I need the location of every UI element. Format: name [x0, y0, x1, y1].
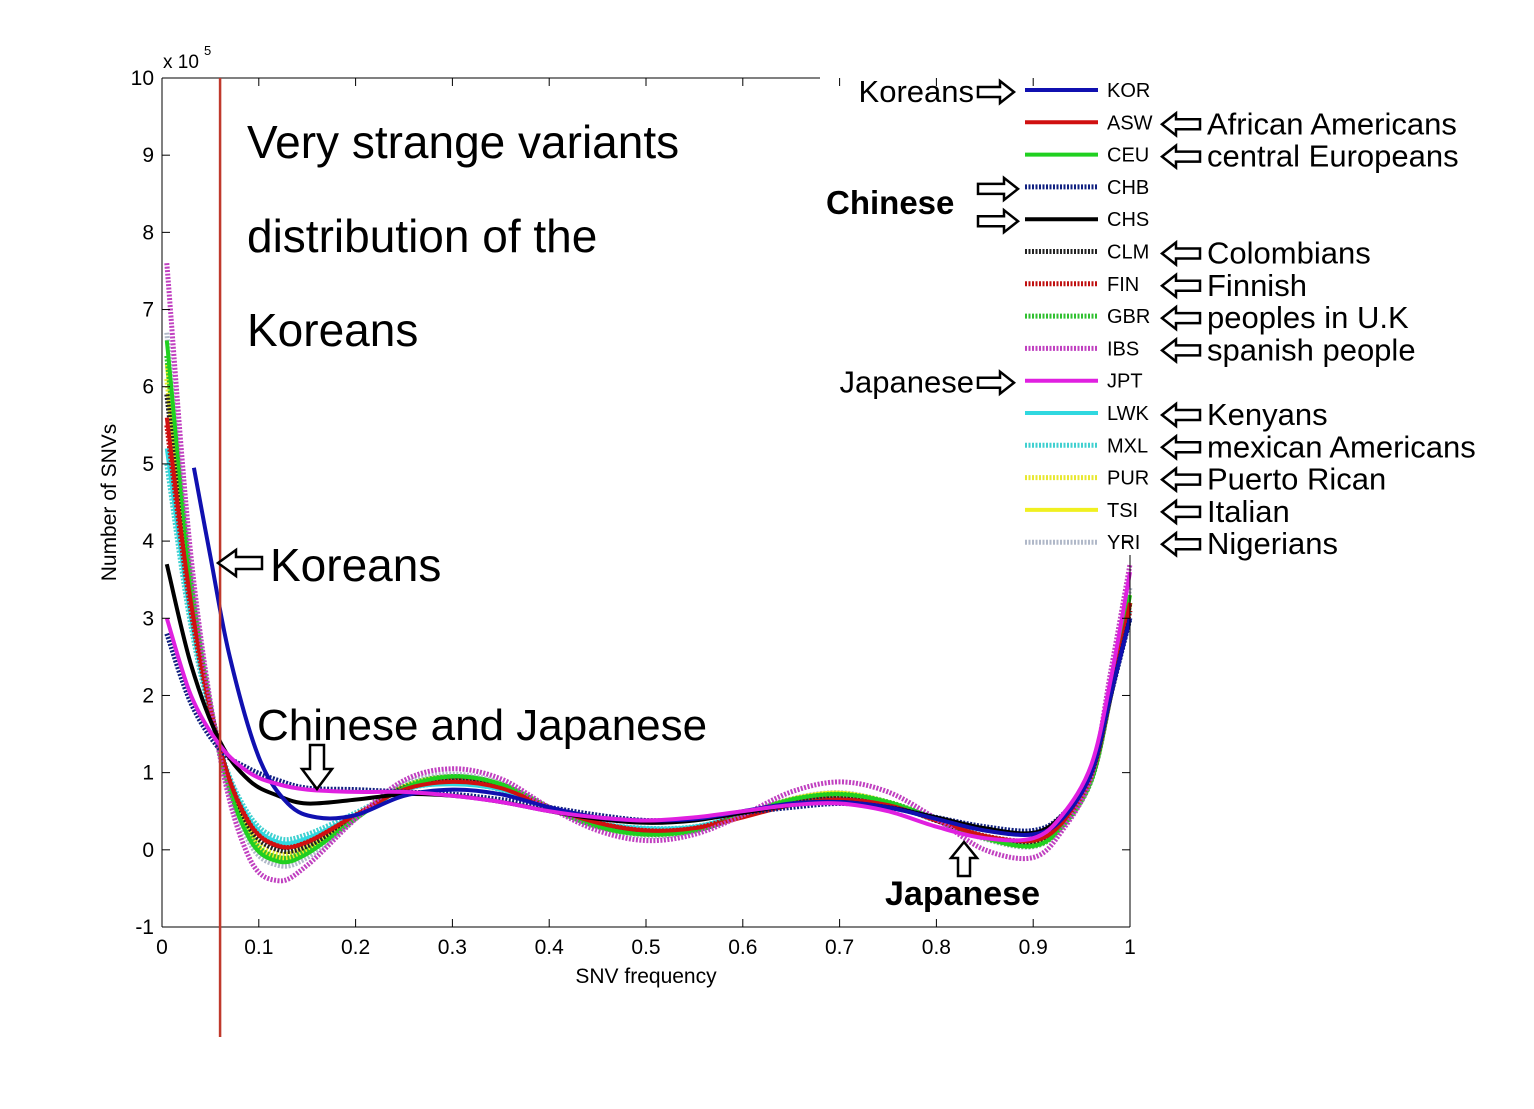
- koreans-marker-label: Koreans: [270, 539, 441, 591]
- y-tick-label: 6: [142, 376, 154, 399]
- legend-annotation-fin: Finnish: [1207, 268, 1307, 303]
- y-tick-label: 7: [142, 299, 154, 322]
- y-tick-label: 1: [142, 762, 154, 785]
- legend-annotation-pur: Puerto Rican: [1207, 462, 1386, 497]
- legend-annotation-ceu: central Europeans: [1207, 139, 1459, 174]
- legend-arrow-ibs: [1159, 336, 1202, 364]
- legend-annotation-lwk: Kenyans: [1207, 397, 1328, 432]
- legend-annotation-asw: African Americans: [1207, 106, 1457, 141]
- legend-arrow-mxl: [1159, 433, 1202, 461]
- x-tick-label: 0.3: [438, 936, 467, 959]
- series-line-jpt: [164, 571, 1132, 843]
- axes-frame: 0 0.1 0.2 0.3 0.4 0.5 0.6 0.7 0.8 0.9 1-1012345678…: [98, 43, 1136, 988]
- legend-code-ceu: CEU: [1107, 145, 1149, 167]
- legend-code-ibs: IBS: [1107, 338, 1139, 360]
- chinese-japanese-label: Chinese and Japanese: [257, 701, 707, 750]
- legend-annotation-ibs: spanish people: [1207, 332, 1416, 367]
- headline-line-1: Very strange variants: [247, 116, 679, 168]
- y-exponent-power: 5: [204, 43, 211, 58]
- x-tick-label: 0.6: [728, 936, 757, 959]
- legend-code-chs: CHS: [1107, 209, 1149, 231]
- chinese-japanese-pointer-arrow: [299, 743, 335, 792]
- x-tick-label: 0.7: [825, 936, 854, 959]
- x-tick-label: 0.1: [244, 936, 273, 959]
- series-line-ibs: [164, 262, 1133, 884]
- legend-arrow-ceu: [1159, 143, 1202, 171]
- series-line-ceu: [164, 340, 1132, 865]
- japanese-pointer-arrow: [948, 840, 980, 878]
- legend-code-clm: CLM: [1107, 242, 1149, 264]
- legend-code-kor: KOR: [1107, 80, 1150, 102]
- y-tick-label: 8: [142, 221, 154, 244]
- annotations: Very strange variants distribution of th…: [215, 116, 1040, 913]
- y-tick-label: 10: [131, 67, 154, 90]
- legend-arrow-chb: [976, 175, 1021, 203]
- legend-code-lwk: LWK: [1107, 403, 1150, 425]
- series-curves: [164, 262, 1133, 884]
- legend-arrow-chs: [976, 207, 1021, 235]
- legend-annotation-clm: Colombians: [1207, 236, 1371, 271]
- legend-code-chb: CHB: [1107, 177, 1149, 199]
- legend-annotation-gbr: peoples in U.K: [1207, 300, 1409, 335]
- legend-arrow-lwk: [1159, 401, 1202, 429]
- headline-line-2: distribution of the: [247, 210, 597, 262]
- legend-annotation-left-kor: Koreans: [859, 74, 974, 109]
- legend-annotation-tsi: Italian: [1207, 494, 1290, 529]
- legend-arrow-gbr: [1159, 304, 1202, 332]
- y-exponent-label: x 10: [163, 52, 199, 73]
- legend-arrow-left-jpt: [976, 369, 1017, 397]
- x-tick-label: 0: [156, 936, 168, 959]
- legend-arrow-tsi: [1159, 498, 1202, 526]
- x-tick-label: 1: [1124, 936, 1136, 959]
- series-line-asw: [164, 417, 1132, 850]
- legend-arrow-yri: [1159, 530, 1202, 558]
- headline-line-3: Koreans: [247, 304, 418, 356]
- legend-annotation-yri: Nigerians: [1207, 526, 1338, 561]
- legend-arrow-fin: [1159, 272, 1202, 300]
- series-line-clm: [164, 394, 1133, 854]
- x-tick-label: 0.8: [922, 936, 951, 959]
- x-axis-title: SNV frequency: [575, 965, 717, 988]
- legend-code-tsi: TSI: [1107, 500, 1138, 522]
- legend-annotation-mxl: mexican Americans: [1207, 429, 1476, 464]
- legend-arrow-pur: [1159, 466, 1202, 494]
- legend-arrow-left-kor: [976, 78, 1017, 106]
- y-axis-title: Number of SNVs: [98, 424, 121, 582]
- x-tick-label: 0.9: [1019, 936, 1048, 959]
- legend-code-gbr: GBR: [1107, 306, 1150, 328]
- y-tick-label: -1: [135, 916, 154, 939]
- y-tick-label: 0: [142, 839, 154, 862]
- y-tick-label: 9: [142, 144, 154, 167]
- legend-code-pur: PUR: [1107, 468, 1149, 490]
- koreans-pointer-arrow: [215, 547, 264, 579]
- legend-code-yri: YRI: [1107, 532, 1140, 554]
- x-tick-label: 0.5: [631, 936, 660, 959]
- legend-code-jpt: JPT: [1107, 371, 1143, 393]
- x-tick-label: 0.4: [535, 936, 565, 959]
- legend-annotation-left-jpt: Japanese: [840, 365, 974, 400]
- japanese-bottom-label: Japanese: [885, 875, 1040, 913]
- y-tick-label: 5: [142, 453, 154, 476]
- x-tick-label: 0.2: [341, 936, 370, 959]
- y-tick-label: 2: [142, 684, 154, 707]
- legend-group-chinese: Chinese: [826, 184, 954, 221]
- legend-code-fin: FIN: [1107, 274, 1139, 296]
- legend: KOR ASW CEU CHB CHS CLM FIN GBR IBS JPT LWK MXL PUR T…: [826, 74, 1476, 561]
- y-tick-label: 3: [142, 607, 154, 630]
- legend-arrow-asw: [1159, 110, 1202, 138]
- legend-code-mxl: MXL: [1107, 435, 1148, 457]
- legend-code-asw: ASW: [1107, 112, 1153, 134]
- legend-arrow-clm: [1159, 239, 1202, 268]
- y-tick-label: 4: [142, 530, 154, 553]
